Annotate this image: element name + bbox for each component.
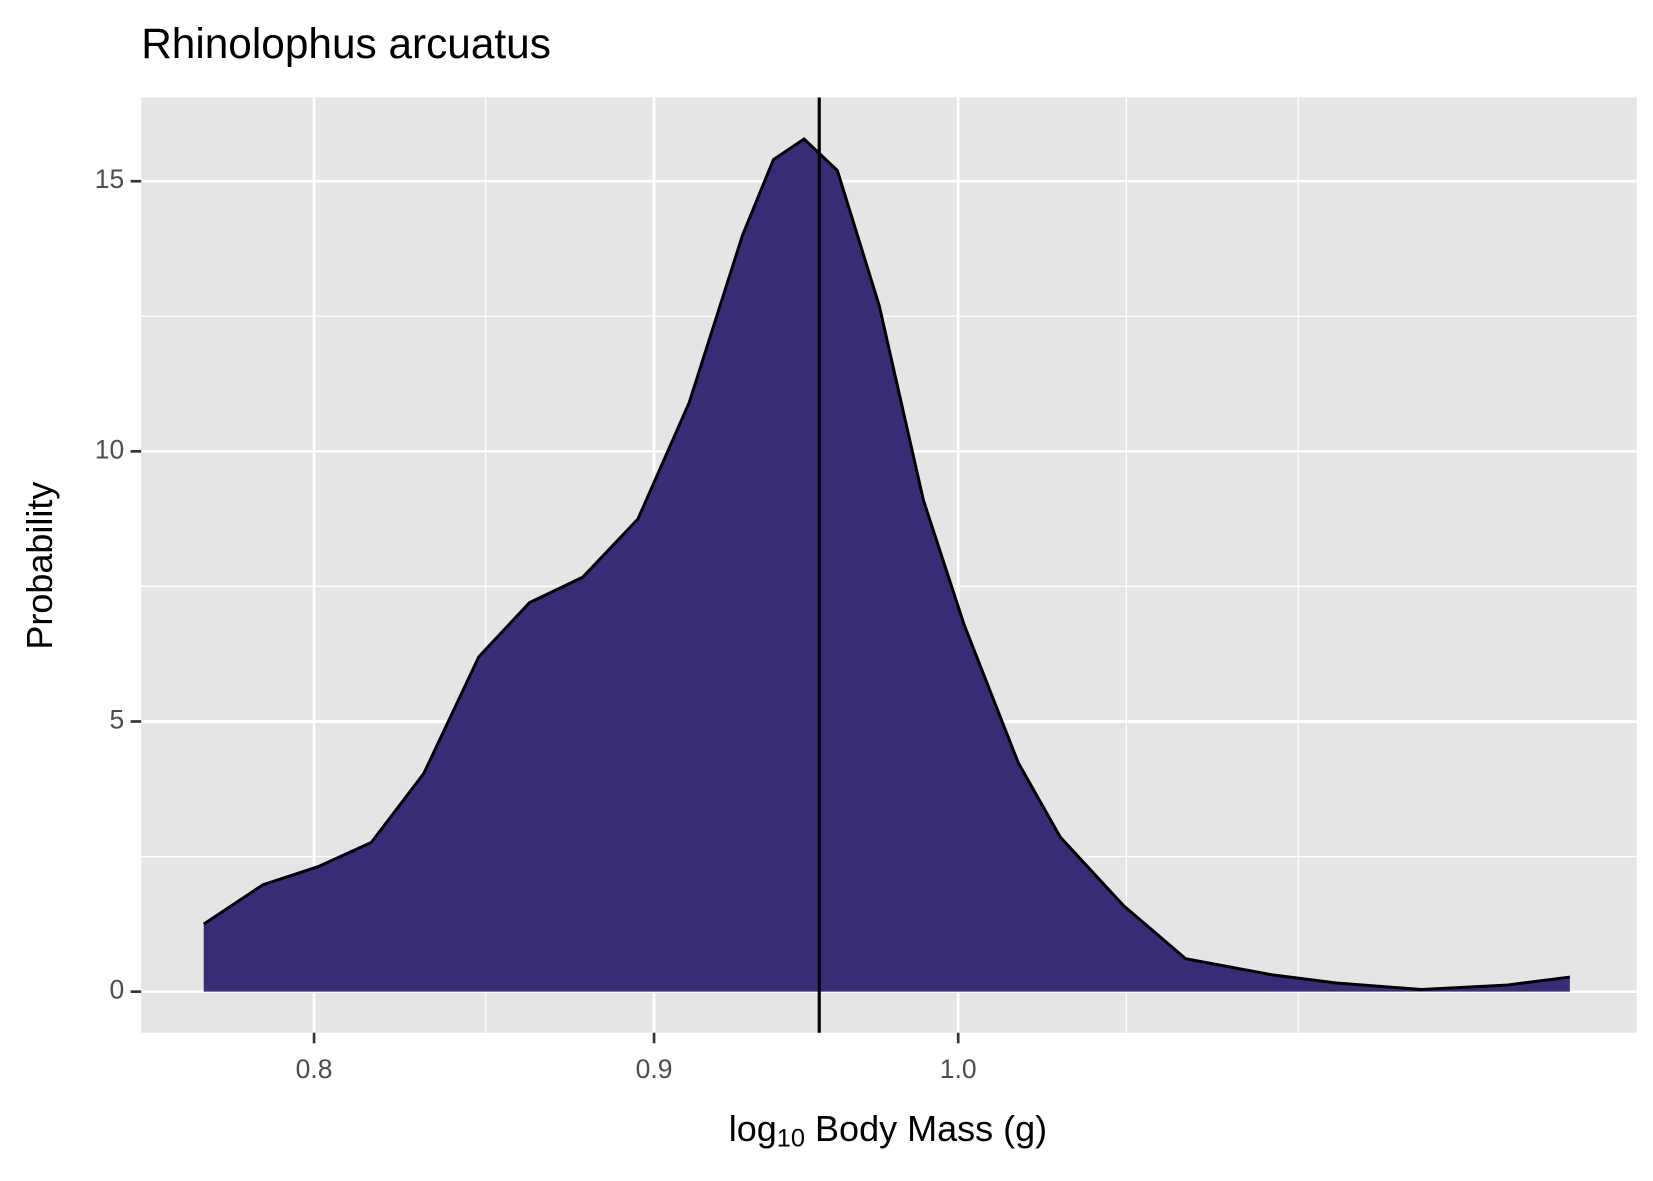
chart-title: Rhinolophus arcuatus xyxy=(141,20,551,67)
y-tick-label: 0 xyxy=(110,975,125,1005)
x-tick-label: 0.9 xyxy=(636,1054,673,1084)
x-label-subscript: 10 xyxy=(777,1124,805,1152)
x-tick-label: 0.8 xyxy=(296,1054,333,1084)
y-tick-label: 15 xyxy=(95,164,124,194)
density-area xyxy=(203,139,1570,992)
x-label-rest: Body Mass (g) xyxy=(805,1108,1047,1149)
x-tick-label: 1.0 xyxy=(940,1054,977,1084)
y-tick-label: 10 xyxy=(95,434,124,464)
y-axis-label: Probability xyxy=(19,482,60,650)
x-label-prefix: log xyxy=(729,1108,777,1149)
x-axis-label: log10 Body Mass (g) xyxy=(729,1108,1047,1153)
y-tick-label: 5 xyxy=(110,704,125,734)
